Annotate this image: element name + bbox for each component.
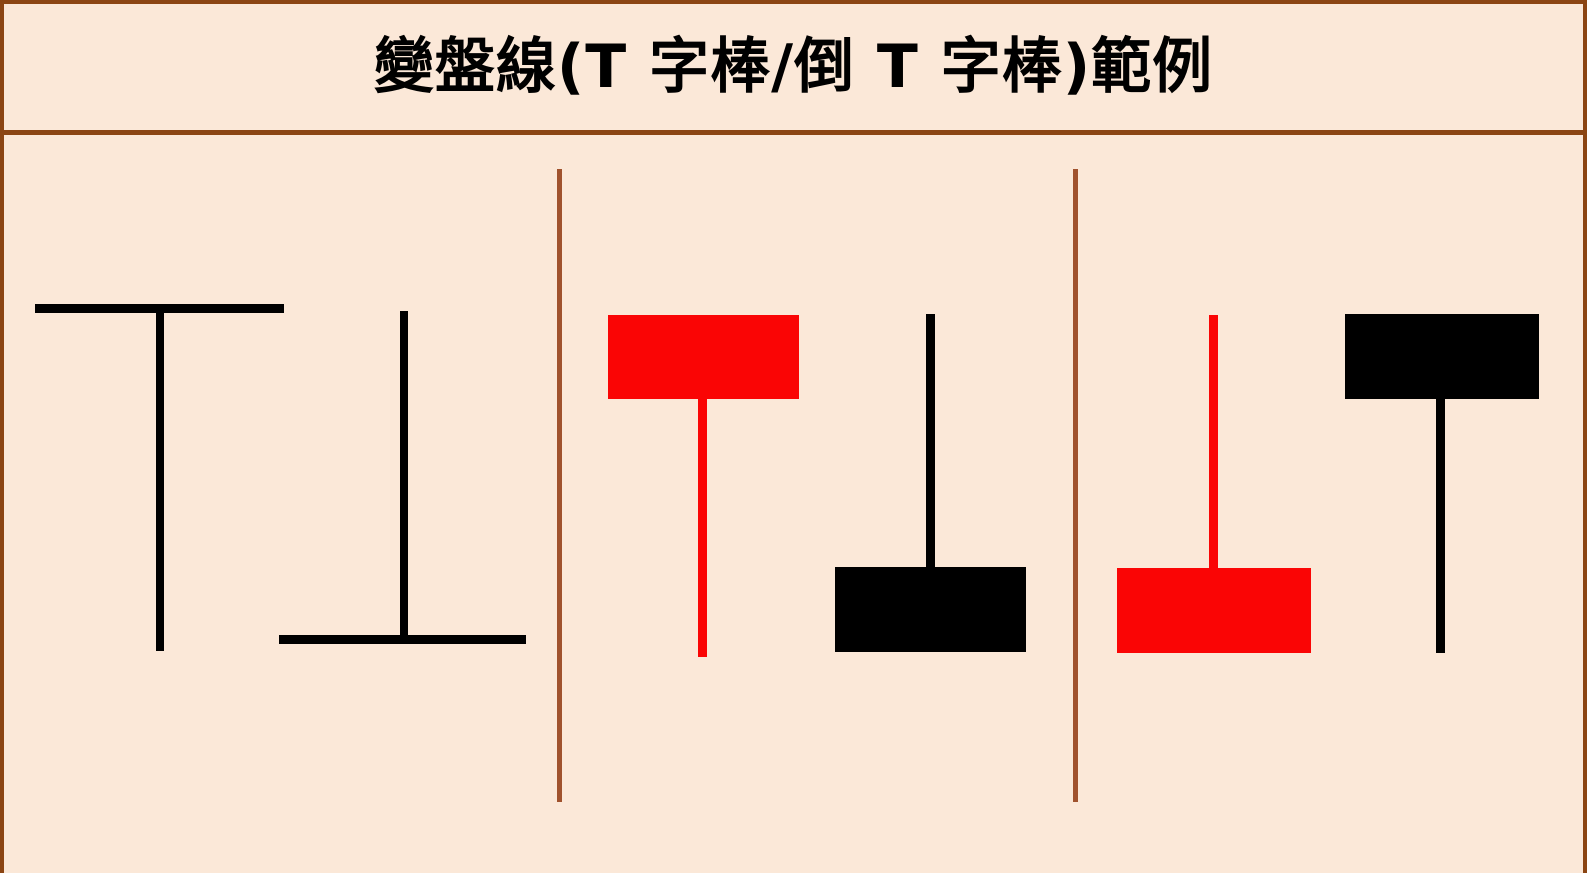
black-t-candle-wick bbox=[926, 314, 935, 567]
candlestick-canvas bbox=[4, 135, 1583, 873]
panel-divider-1 bbox=[557, 169, 562, 802]
t-line-wick bbox=[400, 311, 408, 644]
red-t-candle-wick bbox=[1209, 315, 1218, 568]
t-line-bottom-bar bbox=[279, 635, 526, 644]
page-title: 變盤線(T 字棒/倒 T 字棒)範例 bbox=[373, 32, 1214, 102]
black-t-candle-body bbox=[835, 567, 1026, 652]
red-inverted-t-body bbox=[608, 315, 799, 399]
black-inverted-t-candle-wick bbox=[1436, 399, 1445, 653]
red-t-candle-body bbox=[1117, 568, 1311, 653]
black-inverted-t-candle-body bbox=[1345, 314, 1539, 399]
title-bar: 變盤線(T 字棒/倒 T 字棒)範例 bbox=[4, 4, 1583, 135]
panel-divider-2 bbox=[1073, 169, 1078, 802]
inverted-t-line-wick bbox=[156, 304, 164, 651]
red-inverted-t-wick bbox=[698, 399, 707, 657]
